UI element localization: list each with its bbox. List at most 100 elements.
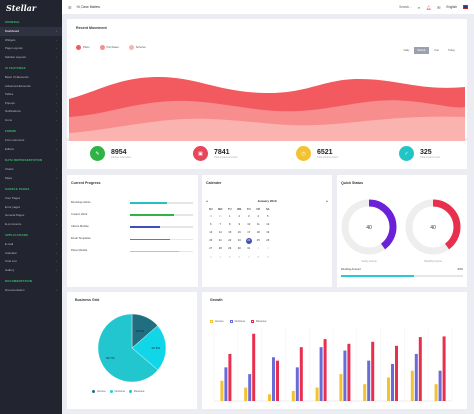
calendar-day[interactable]: 25 bbox=[254, 237, 264, 245]
bar-income[interactable] bbox=[291, 390, 295, 401]
calendar-day[interactable]: 2 bbox=[235, 212, 245, 220]
calendar-day[interactable]: 23 bbox=[235, 237, 245, 245]
calendar-day[interactable]: 6 bbox=[235, 253, 245, 261]
calendar-day[interactable]: 4 bbox=[254, 212, 264, 220]
bar-outcome[interactable] bbox=[248, 374, 252, 401]
calendar-day[interactable]: 15 bbox=[225, 228, 235, 236]
next-month-button[interactable]: ▸ bbox=[326, 199, 328, 203]
sidebar-item-advanced-elements[interactable]: Advanced Elements › bbox=[0, 82, 62, 91]
calendar-day[interactable]: 5 bbox=[225, 253, 235, 261]
sidebar-item-documentation[interactable]: Documentation › bbox=[0, 286, 62, 295]
bar-income[interactable] bbox=[315, 387, 319, 401]
calendar-day[interactable]: 21 bbox=[216, 237, 226, 245]
bar-outcome[interactable] bbox=[367, 360, 371, 401]
menu-icon[interactable]: ☰ bbox=[68, 4, 72, 10]
calendar-day[interactable]: 17 bbox=[244, 228, 254, 236]
sidebar-item-notifications[interactable]: Notifications › bbox=[0, 107, 62, 116]
bar-income[interactable] bbox=[244, 387, 248, 401]
sidebar-item-tables[interactable]: Tables › bbox=[0, 90, 62, 99]
bar-income[interactable] bbox=[434, 384, 438, 401]
calendar-day[interactable]: 7 bbox=[244, 253, 254, 261]
bar-outcome[interactable] bbox=[295, 367, 299, 401]
calendar-day[interactable]: 26 bbox=[263, 237, 273, 245]
bar-revenue[interactable] bbox=[418, 337, 422, 401]
calendar-day[interactable]: 3 bbox=[244, 212, 254, 220]
calendar-day[interactable]: 14 bbox=[216, 228, 226, 236]
bar-income[interactable] bbox=[363, 384, 367, 401]
search-input[interactable]: Search... bbox=[399, 5, 412, 9]
sidebar-item-icons[interactable]: Icons › bbox=[0, 116, 62, 125]
calendar-day[interactable]: 5 bbox=[263, 212, 273, 220]
bar-income[interactable] bbox=[387, 377, 390, 401]
sidebar-item-error-pages[interactable]: Error pages › bbox=[0, 203, 62, 212]
range-year[interactable]: Year bbox=[433, 49, 440, 52]
bar-outcome[interactable] bbox=[438, 370, 442, 401]
calendar-day[interactable]: 24 bbox=[244, 237, 254, 245]
pie-slice-outcome[interactable] bbox=[131, 325, 167, 371]
calendar-day[interactable]: 20 bbox=[206, 237, 216, 245]
sidebar-item-page-layouts[interactable]: Page Layouts › bbox=[0, 44, 62, 53]
sidebar-item-editors[interactable]: Editors › bbox=[0, 145, 62, 154]
calendar-day[interactable]: 8 bbox=[225, 220, 235, 228]
sidebar-item-todo-list[interactable]: Todo List › bbox=[0, 257, 62, 266]
calendar-day[interactable]: 19 bbox=[263, 228, 273, 236]
bar-income[interactable] bbox=[220, 380, 224, 401]
bar-income[interactable] bbox=[339, 374, 343, 401]
calendar-day[interactable]: 3 bbox=[206, 253, 216, 261]
calendar-day[interactable]: 2 bbox=[263, 245, 273, 253]
calendar-day[interactable]: 16 bbox=[235, 228, 245, 236]
bar-outcome[interactable] bbox=[414, 353, 418, 401]
calendar-day[interactable]: 9 bbox=[263, 253, 273, 261]
calendar-day[interactable]: 1 bbox=[254, 245, 264, 253]
bar-income[interactable] bbox=[268, 394, 271, 401]
calendar-day[interactable]: 27 bbox=[206, 245, 216, 253]
sidebar-item-charts[interactable]: Charts › bbox=[0, 165, 62, 174]
app-logo[interactable]: Stellar bbox=[6, 2, 37, 13]
bar-revenue[interactable] bbox=[442, 336, 446, 401]
calendar-day[interactable]: 7 bbox=[216, 220, 226, 228]
sidebar-item-e-commerce[interactable]: E-commerce › bbox=[0, 220, 62, 229]
language-select[interactable]: English bbox=[446, 5, 457, 9]
sidebar-item-sidebar-layouts[interactable]: Sidebar Layouts › bbox=[0, 53, 62, 62]
bar-income[interactable] bbox=[410, 370, 414, 401]
calendar-day[interactable]: 30 bbox=[235, 245, 245, 253]
calendar-day[interactable]: 9 bbox=[235, 220, 245, 228]
bar-outcome[interactable] bbox=[343, 350, 347, 401]
bar-revenue[interactable] bbox=[371, 341, 375, 401]
calendar-day[interactable]: 31 bbox=[216, 212, 226, 220]
bar-revenue[interactable] bbox=[347, 343, 351, 401]
sidebar-item-popups[interactable]: Popups › bbox=[0, 99, 62, 108]
calendar-day[interactable]: 18 bbox=[254, 228, 264, 236]
bar-revenue[interactable] bbox=[228, 353, 232, 401]
bar-outcome[interactable] bbox=[272, 357, 275, 401]
range-today[interactable]: Today bbox=[448, 49, 455, 52]
search-icon[interactable]: ⌕ bbox=[417, 4, 421, 10]
sidebar-item-maps[interactable]: Maps › bbox=[0, 174, 62, 183]
bar-revenue[interactable] bbox=[299, 347, 303, 401]
mail-icon[interactable]: ✉ bbox=[437, 4, 441, 10]
sidebar-item-basic-ui-elements[interactable]: Basic UI Elements › bbox=[0, 73, 62, 82]
bell-icon[interactable]: 🔔︎ bbox=[426, 4, 432, 10]
bar-revenue[interactable] bbox=[323, 339, 327, 401]
bar-revenue[interactable] bbox=[276, 360, 279, 401]
calendar-day[interactable]: 28 bbox=[216, 245, 226, 253]
calendar-day[interactable]: 31 bbox=[244, 245, 254, 253]
bar-outcome[interactable] bbox=[319, 347, 323, 401]
calendar-day[interactable]: 4 bbox=[216, 253, 226, 261]
calendar-day[interactable]: 11 bbox=[254, 220, 264, 228]
prev-month-button[interactable]: ◂ bbox=[206, 199, 208, 203]
calendar-day[interactable]: 22 bbox=[225, 237, 235, 245]
sidebar-item-gallery[interactable]: Gallery › bbox=[0, 266, 62, 275]
sidebar-item-form-elements[interactable]: Form elements › bbox=[0, 136, 62, 145]
calendar-day[interactable]: 1 bbox=[225, 212, 235, 220]
calendar-day[interactable]: 10 bbox=[244, 220, 254, 228]
sidebar-item-general-pages[interactable]: General Pages › bbox=[0, 211, 62, 220]
sidebar-item-user-pages[interactable]: User Pages › bbox=[0, 194, 62, 203]
pie-slice-revenue[interactable] bbox=[97, 313, 159, 383]
range-daily[interactable]: Daily bbox=[403, 49, 410, 52]
sidebar-item-dashboard[interactable]: Dashboard ▪ bbox=[0, 27, 62, 36]
calendar-day[interactable]: 8 bbox=[254, 253, 264, 261]
bar-revenue[interactable] bbox=[252, 333, 256, 401]
range-weekly[interactable]: Weekly bbox=[414, 47, 429, 54]
bar-outcome[interactable] bbox=[391, 364, 394, 401]
